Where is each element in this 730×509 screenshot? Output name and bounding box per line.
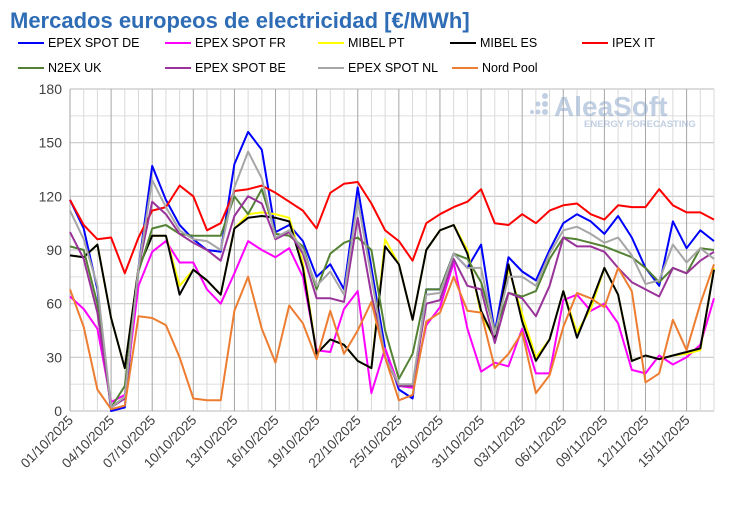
series-lines: [69, 130, 715, 412]
y-tick-label: 90: [46, 242, 62, 258]
legend: EPEX SPOT DE EPEX SPOT FR MIBEL PT MIBEL ES…: [18, 36, 655, 75]
y-axis: 0 30 60 90 120 150 180: [39, 81, 63, 419]
y-tick-label: 180: [39, 81, 63, 97]
aleasoft-logo-icon: [530, 93, 548, 115]
chart-title: Mercados europeos de electricidad [€/MWh…: [10, 8, 470, 33]
y-tick-label: 60: [46, 296, 62, 312]
x-axis: 01/10/202504/10/202507/10/202510/10/2025…: [18, 413, 693, 471]
legend-label: IPEX IT: [612, 36, 655, 50]
legend-label: EPEX SPOT DE: [48, 36, 139, 50]
legend-label: Nord Pool: [482, 61, 538, 75]
series-line-n2ex-uk: [69, 188, 715, 409]
aleasoft-watermark: AleaSoft ENERGY FORECASTING: [530, 91, 696, 130]
series-line-epex-spot-fr: [69, 240, 715, 404]
legend-label: MIBEL ES: [480, 36, 537, 50]
svg-text:AleaSoft: AleaSoft: [554, 91, 668, 122]
y-tick-label: 30: [46, 349, 62, 365]
series-line-epex-spot-nl: [69, 150, 715, 409]
legend-label: EPEX SPOT BE: [195, 61, 286, 75]
y-tick-label: 120: [39, 188, 63, 204]
y-tick-label: 0: [54, 403, 62, 419]
svg-text:ENERGY FORECASTING: ENERGY FORECASTING: [584, 119, 696, 130]
legend-label: EPEX SPOT NL: [348, 61, 438, 75]
series-line-mibel-es: [69, 215, 715, 370]
series-line-nord-pool: [69, 263, 715, 411]
legend-label: N2EX UK: [48, 61, 102, 75]
legend-label: MIBEL PT: [348, 36, 405, 50]
legend-label: EPEX SPOT FR: [195, 36, 286, 50]
series-line-ipex-it: [69, 181, 715, 275]
y-tick-label: 150: [39, 135, 63, 151]
